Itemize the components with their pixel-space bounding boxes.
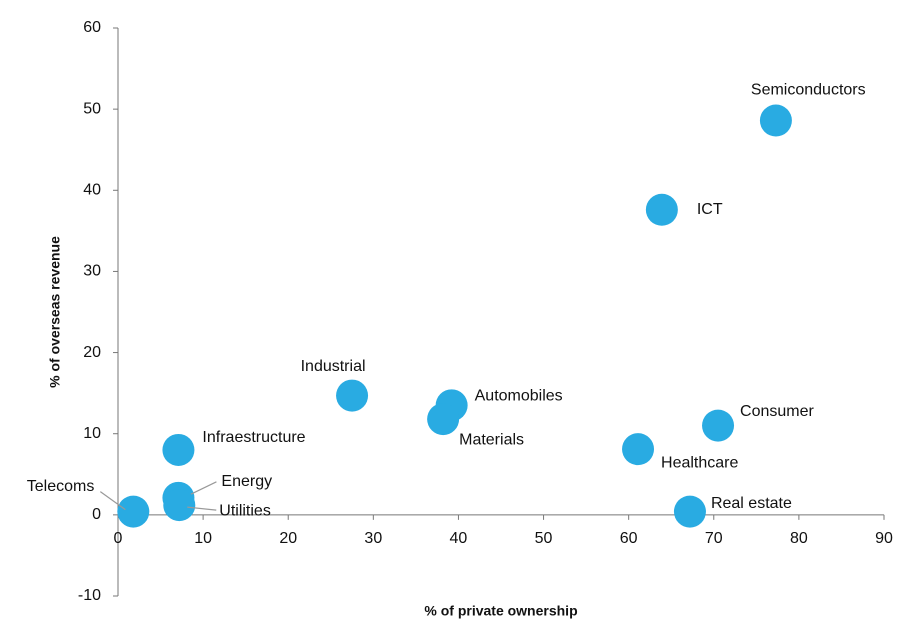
y-tick-label: 50	[83, 100, 101, 117]
point	[702, 409, 735, 442]
x-tick-label: 0	[114, 530, 123, 547]
point	[622, 433, 655, 466]
point-label: Infraestructure	[202, 429, 305, 446]
point-label: Energy	[221, 473, 272, 490]
point-label: Semiconductors	[751, 82, 866, 99]
point-label: Telecoms	[27, 478, 95, 495]
y-tick-label: 20	[83, 344, 101, 361]
point	[336, 379, 369, 412]
x-tick-label: 40	[450, 530, 468, 547]
point-label: ICT	[697, 201, 723, 218]
point	[759, 104, 792, 137]
x-tick-label: 10	[194, 530, 212, 547]
point-label: Automobiles	[475, 388, 563, 405]
x-tick-label: 50	[535, 530, 553, 547]
x-tick-label: 80	[790, 530, 808, 547]
x-tick-label: 60	[620, 530, 638, 547]
point-label: Real estate	[711, 495, 792, 512]
x-axis-title: % of private ownership	[424, 603, 577, 619]
y-tick-label: -10	[78, 587, 101, 604]
x-tick-label: 30	[364, 530, 382, 547]
point-label: Healthcare	[661, 454, 738, 471]
x-tick-label: 70	[705, 530, 723, 547]
point	[427, 403, 460, 436]
y-tick-label: 40	[83, 182, 101, 199]
point	[645, 193, 678, 226]
y-tick-label: 0	[92, 506, 101, 523]
point-label: Consumer	[740, 403, 814, 420]
y-axis-title: % of overseas revenue	[47, 236, 63, 388]
point-label: Materials	[459, 431, 524, 448]
x-tick-label: 20	[279, 530, 297, 547]
x-tick-label: 90	[875, 530, 893, 547]
leader-line	[187, 506, 217, 511]
point-label: Industrial	[301, 358, 366, 375]
y-tick-label: 10	[83, 425, 101, 442]
point	[117, 495, 150, 528]
point	[673, 495, 706, 528]
point	[162, 433, 195, 466]
point	[163, 489, 196, 522]
leader-line	[99, 491, 126, 511]
y-tick-label: 60	[83, 19, 101, 36]
y-tick-label: 30	[83, 263, 101, 280]
point-label: Utilities	[219, 502, 271, 519]
